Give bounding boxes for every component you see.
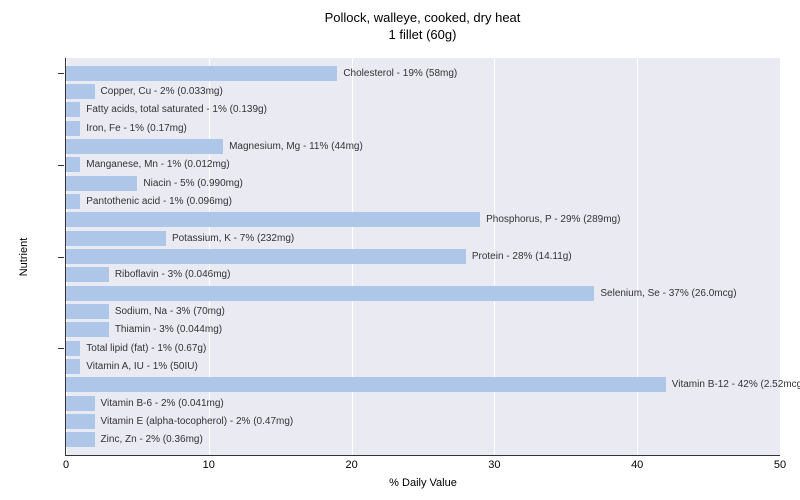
x-tick-label: 20 [345,459,357,471]
bar [66,341,80,356]
bar-label: Selenium, Se - 37% (26.0mcg) [600,288,736,299]
bar [66,121,80,136]
bar-row: Thiamin - 3% (0.044mg) [66,321,780,339]
title-line-2: 1 fillet (60g) [55,27,790,44]
bar [66,212,480,227]
y-tick [58,257,64,258]
bar-label: Vitamin B-6 - 2% (0.041mg) [101,398,224,409]
bar-label: Pantothenic acid - 1% (0.096mg) [86,196,232,207]
bar-row: Sodium, Na - 3% (70mg) [66,302,780,320]
bar-row: Manganese, Mn - 1% (0.012mg) [66,156,780,174]
bar-label: Riboflavin - 3% (0.046mg) [115,269,231,280]
bars-container: Cholesterol - 19% (58mg) Copper, Cu - 2% … [66,64,780,449]
nutrient-chart: Pollock, walleye, cooked, dry heat 1 fil… [55,10,790,490]
x-tick-label: 0 [63,459,69,471]
bar-row: Riboflavin - 3% (0.046mg) [66,266,780,284]
bar-label: Potassium, K - 7% (232mg) [172,233,294,244]
bar-label: Fatty acids, total saturated - 1% (0.139… [86,104,267,115]
x-axis-ticks: 01020304050 [66,459,780,473]
bar [66,286,594,301]
x-axis-label: % Daily Value [389,477,457,489]
bar-row: Vitamin E (alpha-tocopherol) - 2% (0.47m… [66,412,780,430]
bar-row: Copper, Cu - 2% (0.033mg) [66,82,780,100]
plot-area: Cholesterol - 19% (58mg) Copper, Cu - 2% … [65,58,780,456]
bar-row: Vitamin B-6 - 2% (0.041mg) [66,394,780,412]
bar [66,267,109,282]
bar [66,359,80,374]
bar-row: Niacin - 5% (0.990mg) [66,174,780,192]
bar-row: Iron, Fe - 1% (0.17mg) [66,119,780,137]
y-tick [58,348,64,349]
bar-row: Zinc, Zn - 2% (0.36mg) [66,431,780,449]
bar-row: Pantothenic acid - 1% (0.096mg) [66,192,780,210]
title-line-1: Pollock, walleye, cooked, dry heat [55,10,790,27]
bar-row: Protein - 28% (14.11g) [66,247,780,265]
bar-row: Cholesterol - 19% (58mg) [66,64,780,82]
bar-row: Vitamin A, IU - 1% (50IU) [66,357,780,375]
bar-label: Manganese, Mn - 1% (0.012mg) [86,159,229,170]
y-tick [58,73,64,74]
bar [66,176,137,191]
bar-label: Cholesterol - 19% (58mg) [343,68,457,79]
bar-label: Vitamin E (alpha-tocopherol) - 2% (0.47m… [101,416,294,427]
bar-row: Magnesium, Mg - 11% (44mg) [66,137,780,155]
bar-label: Phosphorus, P - 29% (289mg) [486,214,620,225]
bar [66,304,109,319]
bar [66,194,80,209]
bar [66,322,109,337]
bar [66,396,95,411]
bar-label: Sodium, Na - 3% (70mg) [115,306,225,317]
y-tick [58,165,64,166]
chart-title: Pollock, walleye, cooked, dry heat 1 fil… [55,10,790,44]
bar-label: Vitamin A, IU - 1% (50IU) [86,361,198,372]
bar-row: Total lipid (fat) - 1% (0.67g) [66,339,780,357]
y-axis-label: Nutrient [18,237,30,276]
bar [66,432,95,447]
bar-row: Selenium, Se - 37% (26.0mcg) [66,284,780,302]
bar-label: Iron, Fe - 1% (0.17mg) [86,123,187,134]
bar-row: Vitamin B-12 - 42% (2.52mcg) [66,376,780,394]
bar-label: Copper, Cu - 2% (0.033mg) [101,86,223,97]
bar-label: Zinc, Zn - 2% (0.36mg) [101,434,203,445]
y-axis-ticks [56,64,64,449]
bar-label: Thiamin - 3% (0.044mg) [115,324,222,335]
bar [66,139,223,154]
bar [66,102,80,117]
x-tick-label: 40 [631,459,643,471]
x-tick-label: 30 [488,459,500,471]
bar-label: Magnesium, Mg - 11% (44mg) [229,141,363,152]
bar-label: Protein - 28% (14.11g) [472,251,572,262]
x-tick-label: 10 [203,459,215,471]
bar-label: Niacin - 5% (0.990mg) [143,178,242,189]
bar-row: Phosphorus, P - 29% (289mg) [66,211,780,229]
bar-row: Potassium, K - 7% (232mg) [66,229,780,247]
bar [66,249,466,264]
bar [66,231,166,246]
bar [66,84,95,99]
bar-label: Total lipid (fat) - 1% (0.67g) [86,343,206,354]
bar [66,66,337,81]
bar-label: Vitamin B-12 - 42% (2.52mcg) [672,379,800,390]
grid-line [780,58,781,455]
x-tick-label: 50 [774,459,786,471]
bar [66,377,666,392]
bar-row: Fatty acids, total saturated - 1% (0.139… [66,101,780,119]
bar [66,157,80,172]
bar [66,414,95,429]
